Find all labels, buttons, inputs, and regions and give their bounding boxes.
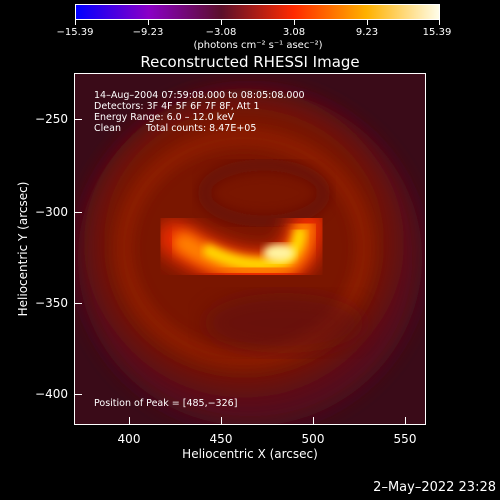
x-tick-mark	[129, 417, 130, 425]
colorbar-tick-label: −3.08	[205, 27, 237, 38]
colorbar-tick-label: −9.23	[132, 27, 164, 38]
colorbar-tick-mark	[294, 20, 295, 25]
plot-frame	[74, 73, 426, 425]
y-tick-mark	[74, 394, 82, 395]
colorbar-tick-mark	[75, 20, 76, 25]
generation-date: 2–May–2022 23:28	[373, 480, 496, 495]
plot-title: Reconstructed RHESSI Image	[140, 53, 360, 71]
colorbar-tick-mark	[439, 20, 440, 25]
solar-image	[74, 73, 426, 425]
y-tick-label: −400	[35, 387, 68, 401]
solar-image-svg	[74, 73, 426, 425]
dark-region	[204, 293, 364, 353]
y-tick-label: −250	[35, 112, 68, 126]
colorbar-tick-mark	[221, 20, 222, 25]
energy-range: Energy Range: 6.0 – 12.0 keV	[94, 112, 235, 123]
peak-position: Position of Peak = [485,−326]	[94, 398, 238, 409]
dark-arc	[198, 159, 330, 227]
colorbar	[75, 4, 440, 20]
colorbar-tick-mark	[367, 20, 368, 25]
y-tick-label: −350	[35, 296, 68, 310]
flare-peak	[263, 244, 295, 262]
x-tick-mark	[405, 417, 406, 425]
clean-label: Clean	[94, 123, 121, 134]
colorbar-tick-label: 3.08	[282, 27, 306, 38]
y-tick-mark	[74, 212, 82, 213]
x-tick-label: 450	[209, 432, 233, 446]
colorbar-tick-mark	[148, 20, 149, 25]
colorbar-tick-label: −15.39	[56, 27, 94, 38]
time-range: 14–Aug–2004 07:59:08.000 to 08:05:08.000	[94, 90, 305, 101]
colorbar-tick-label: 15.39	[422, 27, 452, 38]
ring-structure	[115, 129, 373, 367]
total-counts: Total counts: 8.47E+05	[146, 123, 257, 134]
y-tick-label: −300	[35, 205, 68, 219]
y-tick-mark	[74, 303, 82, 304]
colorbar-units: (photons cm⁻² s⁻¹ asec⁻²)	[193, 40, 323, 51]
detectors: Detectors: 3F 4F 5F 6F 7F 8F, Att 1	[94, 101, 260, 112]
colorbar-tick-label: 9.23	[355, 27, 379, 38]
x-tick-mark	[221, 417, 222, 425]
x-tick-label: 400	[117, 432, 141, 446]
y-axis-label: Heliocentric Y (arcsec)	[16, 181, 30, 317]
y-tick-mark	[74, 119, 82, 120]
x-axis-label: Heliocentric X (arcsec)	[182, 447, 318, 461]
x-tick-mark	[313, 417, 314, 425]
x-tick-label: 550	[393, 432, 417, 446]
x-tick-label: 500	[301, 432, 325, 446]
